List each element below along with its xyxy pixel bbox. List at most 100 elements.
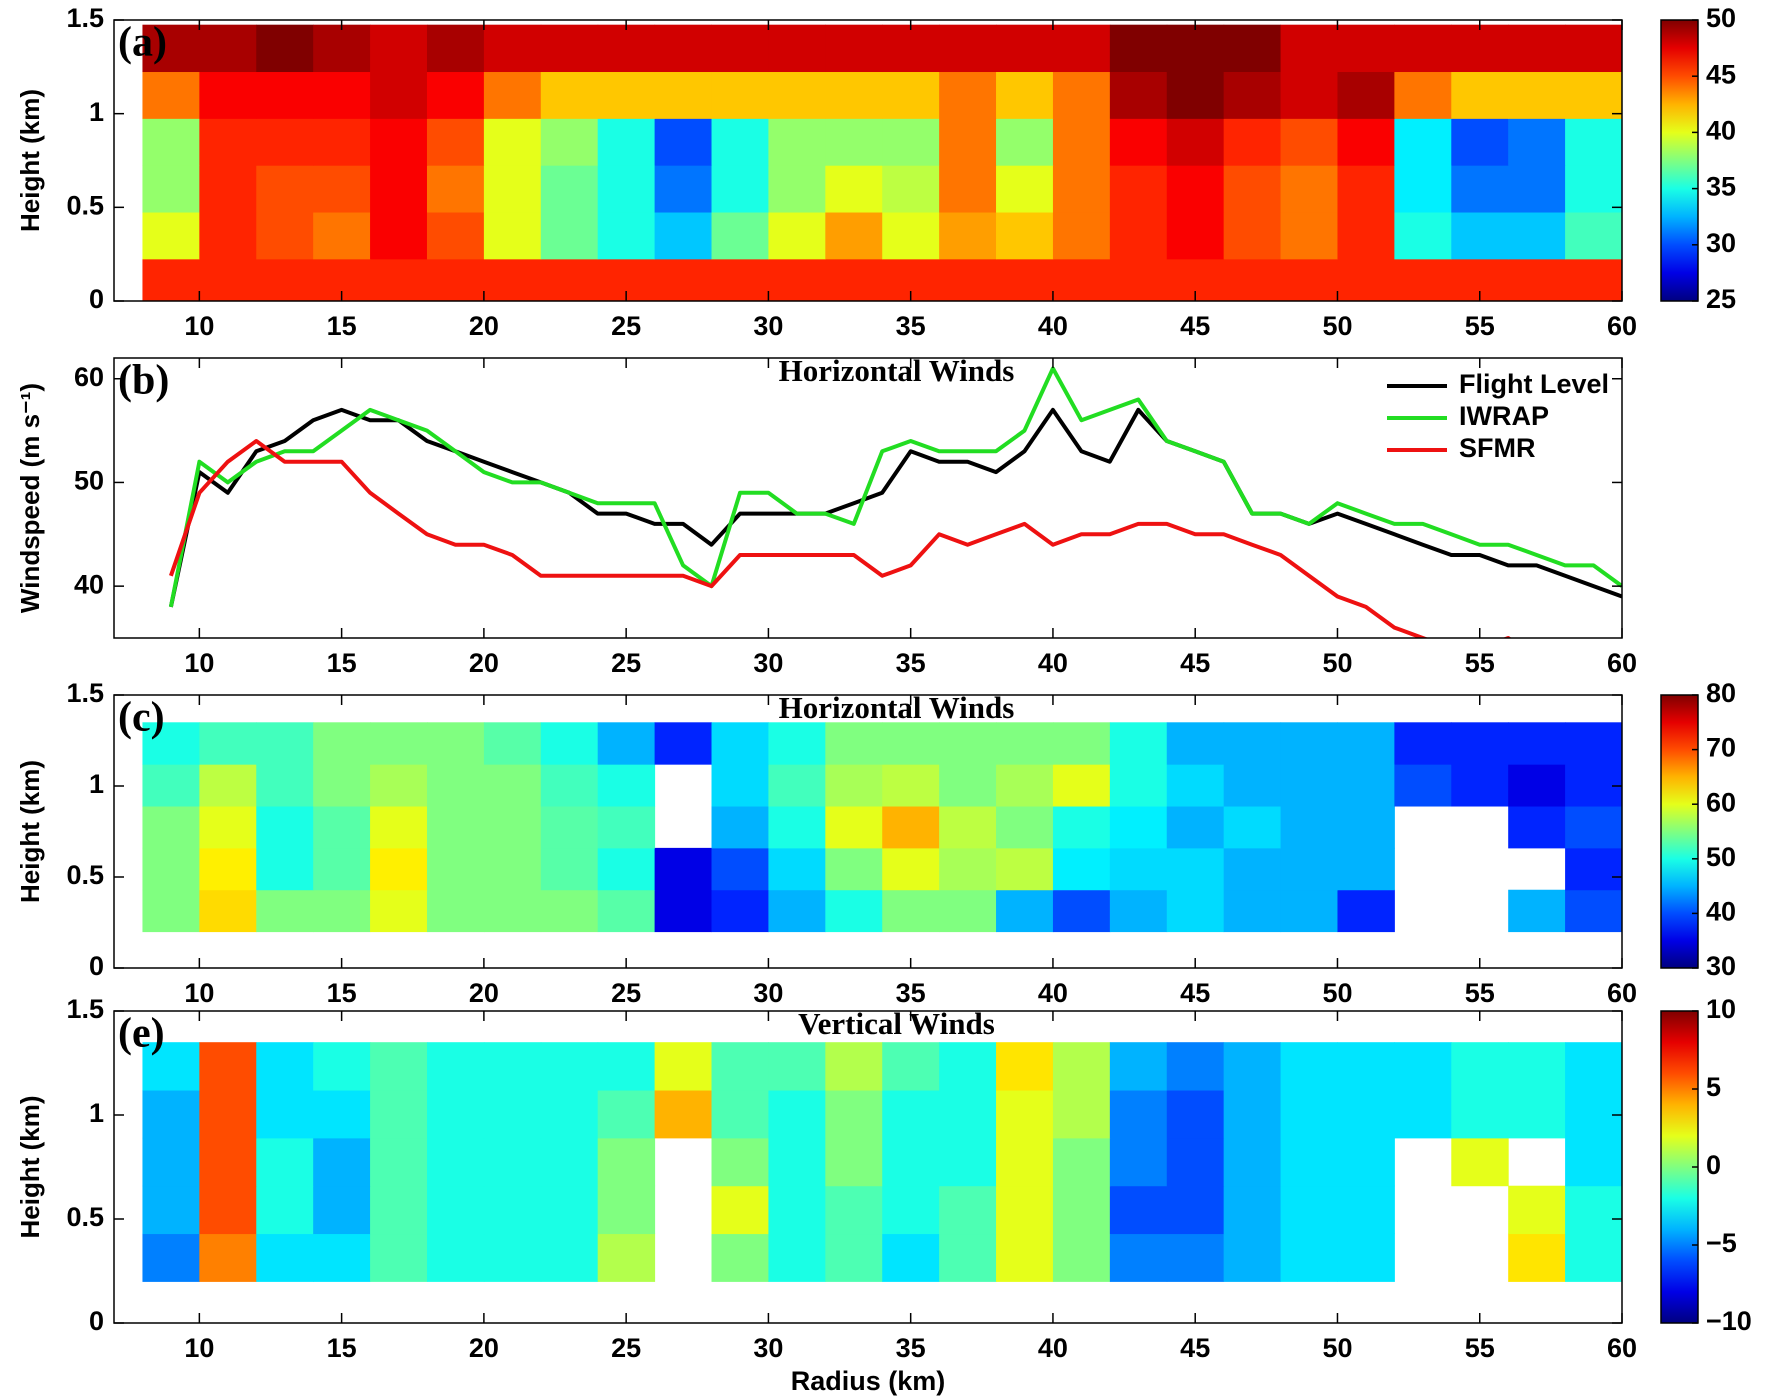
heat-cell xyxy=(1337,212,1395,260)
heat-cell xyxy=(1508,118,1566,166)
heat-cell xyxy=(199,71,257,119)
heat-cell xyxy=(1166,1137,1225,1187)
heat-cell xyxy=(768,1185,826,1235)
x-tick-label: 35 xyxy=(896,311,926,341)
heat-cell xyxy=(1166,24,1225,73)
x-tick-label: 60 xyxy=(1607,978,1637,1008)
heat-cell xyxy=(1280,1137,1338,1187)
colorbar-tick-label: 35 xyxy=(1706,172,1736,202)
x-tick-label: 55 xyxy=(1465,648,1495,678)
heat-cell xyxy=(1166,165,1225,213)
heat-cell xyxy=(1052,1185,1111,1235)
heat-cell xyxy=(1394,764,1452,807)
heat-cell xyxy=(483,1233,542,1282)
heat-cell xyxy=(1223,71,1282,119)
heat-cell xyxy=(1166,1233,1225,1282)
heat-cell xyxy=(1166,71,1225,119)
heat-cell xyxy=(1052,118,1111,166)
heat-cell xyxy=(256,212,314,260)
heat-cell xyxy=(1394,1042,1452,1091)
heat-cell xyxy=(1052,1042,1111,1091)
y-tick-label: 1 xyxy=(89,1098,104,1128)
heat-cell xyxy=(711,764,769,807)
heat-cell xyxy=(256,1185,314,1235)
heat-cell xyxy=(540,764,599,807)
heat-cell xyxy=(825,764,883,807)
heat-cell xyxy=(370,889,428,933)
panel-title: Horizontal Winds xyxy=(779,353,1015,388)
heat-cell xyxy=(1394,24,1452,73)
heat-cell xyxy=(1508,212,1566,260)
heat-cell xyxy=(939,806,997,849)
heat-cell xyxy=(370,1137,428,1187)
heat-cell xyxy=(1508,1185,1566,1235)
legend-label: SFMR xyxy=(1459,433,1536,463)
heat-cell xyxy=(1052,806,1111,849)
heat-cell xyxy=(1337,71,1395,119)
heat-cell xyxy=(825,847,883,891)
heat-cell xyxy=(1337,806,1395,849)
heat-cell xyxy=(711,806,769,849)
x-tick-label: 15 xyxy=(327,648,357,678)
heat-cell xyxy=(1565,212,1622,260)
x-tick-label: 60 xyxy=(1607,311,1637,341)
heat-cell xyxy=(1451,722,1509,765)
heat-cell xyxy=(597,24,656,73)
heat-cell xyxy=(597,722,656,765)
heat-cell xyxy=(1565,258,1622,301)
heat-cell xyxy=(1052,1090,1111,1139)
heat-cell xyxy=(825,806,883,849)
heat-cell xyxy=(1337,1233,1395,1282)
heat-cell xyxy=(1337,1090,1395,1139)
x-tick-label: 50 xyxy=(1322,648,1352,678)
heat-cell xyxy=(540,71,599,119)
heat-cell xyxy=(1565,1185,1622,1235)
heat-cell xyxy=(1052,1137,1111,1187)
heat-cell xyxy=(483,118,542,166)
heat-cell xyxy=(996,1090,1054,1139)
heat-cell xyxy=(1451,1137,1509,1187)
heat-cell xyxy=(825,212,883,260)
heat-cell xyxy=(1508,1042,1566,1091)
heat-cell xyxy=(597,118,656,166)
x-tick-label: 10 xyxy=(184,311,214,341)
heat-cell xyxy=(654,1042,713,1091)
heat-cell xyxy=(370,847,428,891)
heat-cell xyxy=(142,764,200,807)
heat-cell xyxy=(540,806,599,849)
y-tick-label: 0 xyxy=(89,284,104,314)
heat-cell xyxy=(199,847,257,891)
heat-cell xyxy=(1280,258,1338,301)
heat-cell xyxy=(1052,764,1111,807)
heat-cell xyxy=(256,1233,314,1282)
x-tick-label: 45 xyxy=(1180,978,1210,1008)
heat-cell xyxy=(996,806,1054,849)
heat-cell xyxy=(1508,1090,1566,1139)
heat-cell xyxy=(597,1233,656,1282)
x-tick-label: 40 xyxy=(1038,648,1068,678)
heat-cell xyxy=(483,212,542,260)
heat-cell xyxy=(199,1042,257,1091)
heat-cell xyxy=(825,24,883,73)
heat-cell xyxy=(370,118,428,166)
x-tick-label: 20 xyxy=(469,1333,499,1363)
heat-cell xyxy=(1223,764,1282,807)
heat-cell xyxy=(540,889,599,933)
heat-cell xyxy=(1280,165,1338,213)
heat-cell xyxy=(1565,806,1622,849)
heat-cell xyxy=(1280,764,1338,807)
heat-cell xyxy=(996,24,1054,73)
heat-cell xyxy=(313,1185,371,1235)
heat-cell xyxy=(1280,722,1338,765)
heat-cell xyxy=(711,847,769,891)
colorbar-tick-label: 80 xyxy=(1706,678,1736,708)
heat-cell xyxy=(199,722,257,765)
heat-cell xyxy=(1508,258,1566,301)
series-line xyxy=(168,366,1622,608)
heat-cell xyxy=(1337,165,1395,213)
heat-cell xyxy=(1223,258,1282,301)
heat-cell xyxy=(1565,722,1622,765)
heat-cell xyxy=(370,24,428,73)
heat-cell xyxy=(939,1090,997,1139)
heat-cell xyxy=(1109,847,1168,891)
